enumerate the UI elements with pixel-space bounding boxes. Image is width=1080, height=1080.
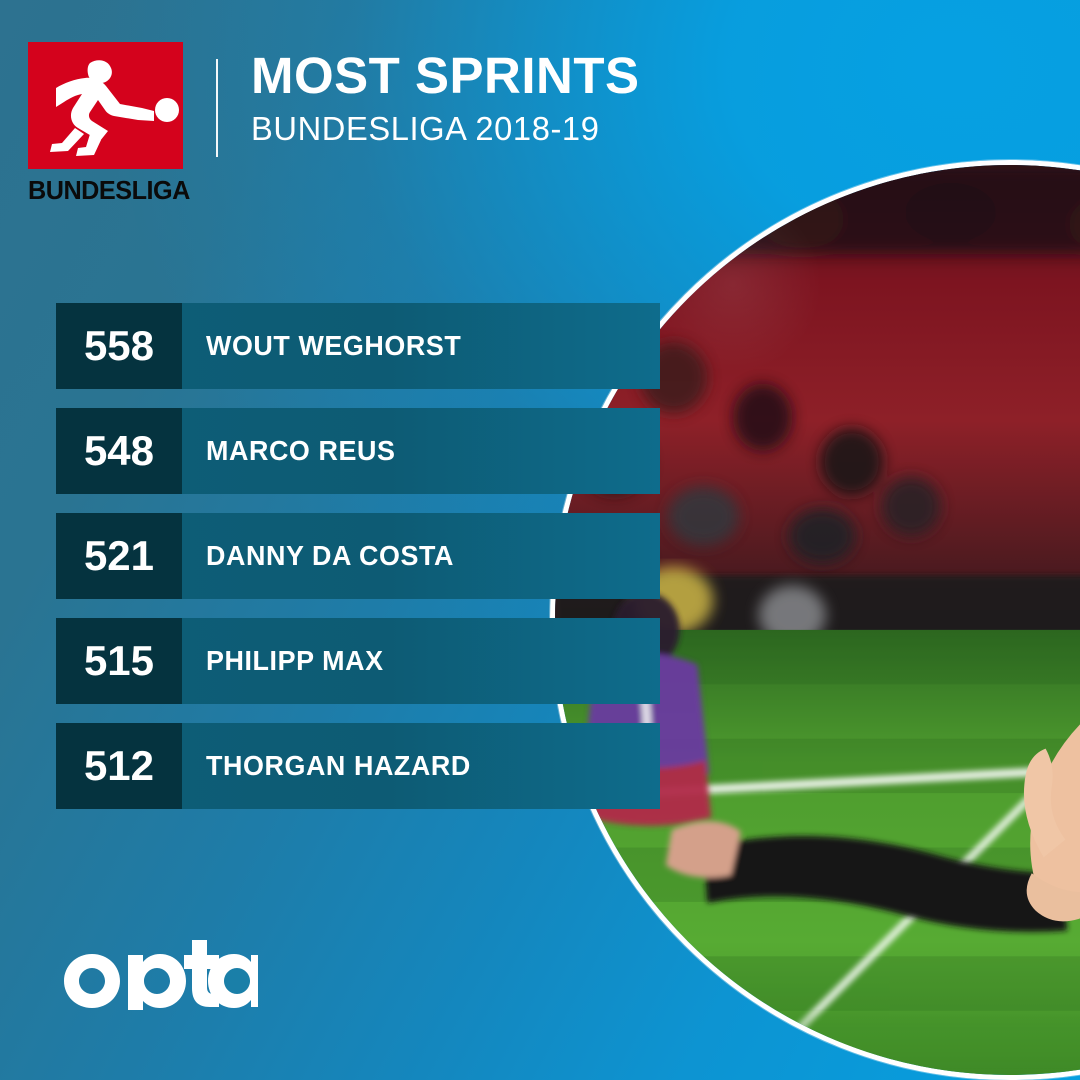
row-player-name: DANNY DA COSTA <box>206 540 455 571</box>
row-player-name: WOUT WEGHORST <box>206 330 462 361</box>
header: BUNDESLIGA MOST SPRINTS BUNDESLIGA 2018-… <box>28 42 640 203</box>
table-row[interactable]: 515 PHILIPP MAX <box>56 618 660 704</box>
header-titles: MOST SPRINTS BUNDESLIGA 2018-19 <box>251 47 640 148</box>
page-title: MOST SPRINTS <box>251 47 640 104</box>
row-value: 512 <box>56 723 182 809</box>
table-row[interactable]: 512 THORGAN HAZARD <box>56 723 660 809</box>
row-player-name: MARCO REUS <box>206 435 396 466</box>
bundesliga-logo: BUNDESLIGA <box>28 42 190 205</box>
table-row[interactable]: 548 MARCO REUS <box>56 408 660 494</box>
player-photo <box>550 160 1080 1080</box>
bundesliga-mark-icon <box>28 42 183 169</box>
row-value: 548 <box>56 408 182 494</box>
header-divider <box>216 59 218 157</box>
player-photo-image <box>555 165 1080 1075</box>
row-value: 521 <box>56 513 182 599</box>
row-player-name: PHILIPP MAX <box>206 645 384 676</box>
table-row[interactable]: 521 DANNY DA COSTA <box>56 513 660 599</box>
row-value: 515 <box>56 618 182 704</box>
row-value: 558 <box>56 303 182 389</box>
page-subtitle: BUNDESLIGA 2018-19 <box>251 110 600 148</box>
opta-logo <box>62 938 262 1010</box>
bundesliga-wordmark: BUNDESLIGA <box>28 175 190 205</box>
row-player-name: THORGAN HAZARD <box>206 750 471 781</box>
table-row[interactable]: 558 WOUT WEGHORST <box>56 303 660 389</box>
sprints-bar-list: 558 WOUT WEGHORST 548 MARCO REUS 521 DAN… <box>56 303 660 809</box>
